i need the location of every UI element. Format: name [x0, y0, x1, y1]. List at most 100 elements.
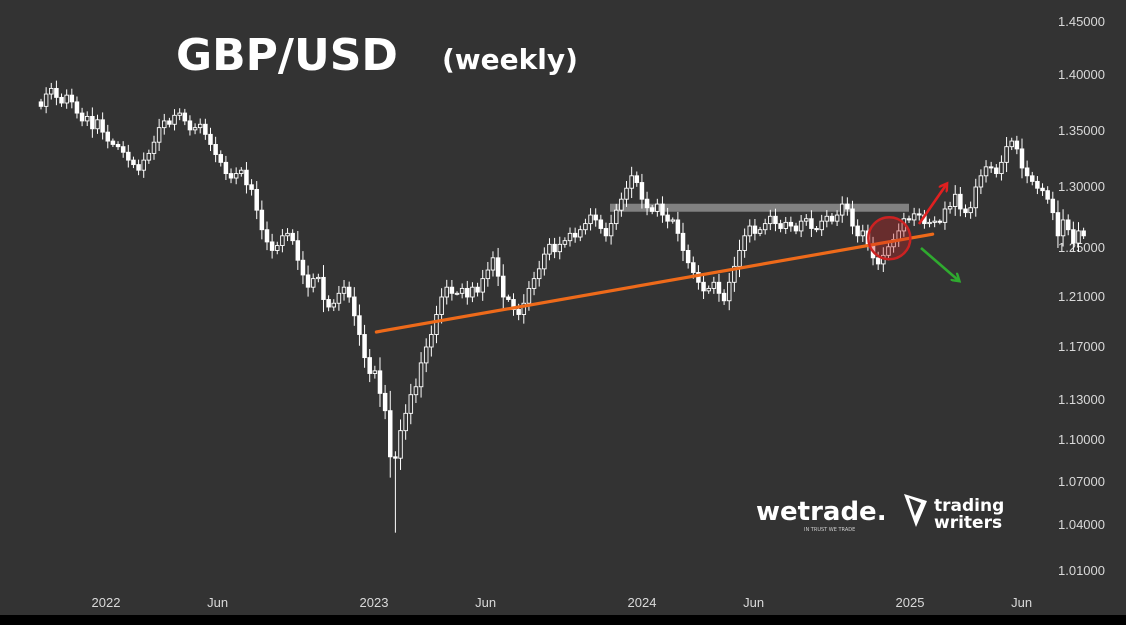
candle-body [598, 219, 604, 229]
candle-body [372, 370, 378, 374]
candle-body [500, 275, 506, 298]
candle-body [824, 215, 830, 222]
candle-body [958, 193, 963, 210]
candle-body [875, 257, 881, 265]
candle-body [244, 169, 249, 186]
candle-body [752, 225, 758, 234]
candle-body [542, 253, 547, 270]
candle-body [208, 133, 213, 145]
trendline-line [374, 232, 935, 334]
candle-body [701, 281, 706, 292]
trading-writers-line2: writers [934, 513, 1002, 533]
candle-body [213, 143, 218, 155]
candle-body [994, 167, 999, 175]
candle-body [557, 243, 562, 253]
candle-body [762, 223, 768, 231]
chart-subtitle: (weekly) [442, 43, 578, 76]
candle-body [1009, 140, 1014, 148]
candle-body [259, 209, 265, 231]
candle-body [1055, 212, 1061, 237]
candle-body [110, 140, 116, 145]
candle-body [526, 287, 532, 304]
x-tick-labels: 2022 Jun 2023 Jun 2024 Jun 2025 Jun [92, 595, 1033, 610]
candle-body [403, 412, 408, 432]
candle-body [84, 115, 90, 122]
candle-body [429, 334, 434, 348]
candle-body [911, 213, 917, 221]
candle-body [151, 141, 157, 154]
candle-body [547, 243, 552, 255]
candle-body [644, 198, 650, 209]
candle-body [583, 223, 588, 231]
candle-body [495, 257, 501, 277]
candle-body [300, 259, 306, 276]
candle-body [613, 209, 619, 225]
candle-body [43, 93, 49, 107]
candle-body [1035, 180, 1040, 189]
candle-body [1014, 140, 1020, 150]
candle-body [418, 362, 424, 388]
candle-body [280, 235, 285, 247]
wetrade-logo-text: wetrade. [756, 497, 887, 527]
candle-body [521, 302, 527, 315]
candle-body [732, 265, 737, 283]
candle-body [788, 221, 794, 227]
candle-body [845, 203, 850, 210]
candle-body [115, 143, 121, 148]
candle-body [413, 386, 419, 396]
candle-body [382, 392, 388, 412]
candle-body [398, 430, 403, 459]
candle-body [1040, 187, 1045, 192]
candle-body [804, 218, 809, 222]
x-axis-panel[interactable] [0, 590, 1046, 615]
candle-body [829, 215, 835, 222]
candle-body [295, 240, 301, 261]
y-axis-panel[interactable] [1046, 0, 1126, 590]
candle-body [269, 241, 275, 251]
candle-body [634, 175, 640, 183]
candle-body [608, 223, 614, 237]
candle-body [552, 243, 557, 253]
candle-body [1081, 230, 1086, 237]
candle-body [218, 154, 224, 163]
candle-body [624, 187, 629, 200]
candle-body [162, 120, 167, 129]
candle-body [475, 286, 480, 293]
candle-body [69, 94, 75, 103]
candle-body [459, 287, 465, 294]
candle-body [603, 228, 609, 237]
candle-body [711, 281, 717, 289]
x-tick-label: 2025 [896, 595, 925, 610]
candle-body [79, 112, 85, 122]
candle-body [223, 161, 229, 175]
candle-body [773, 215, 778, 225]
candle-body [444, 286, 449, 298]
candle-body [449, 286, 455, 294]
candle-body [629, 175, 634, 189]
candle-body [156, 127, 162, 143]
y-tick-label: 1.45000 [1058, 14, 1105, 29]
candle-body [973, 186, 979, 209]
candle-body [264, 229, 270, 243]
candle-body [757, 229, 763, 234]
candle-body [768, 215, 773, 225]
candle-body [1019, 148, 1025, 169]
chart-title: GBP/USD [176, 30, 398, 81]
candle-body [480, 278, 485, 293]
candle-body [146, 152, 152, 161]
candle-body [670, 219, 675, 222]
candle-body [290, 232, 295, 242]
candle-body [1060, 219, 1066, 237]
candle-body [352, 296, 357, 317]
candle-body [927, 221, 932, 225]
candle-body [665, 214, 670, 222]
x-tick-label: 2023 [360, 595, 389, 610]
candle-body [326, 299, 331, 308]
candle-body [1004, 146, 1009, 163]
candle-body [511, 299, 516, 310]
candle-body [988, 166, 994, 169]
candle-body [516, 309, 521, 315]
plot-area[interactable] [0, 0, 1046, 590]
